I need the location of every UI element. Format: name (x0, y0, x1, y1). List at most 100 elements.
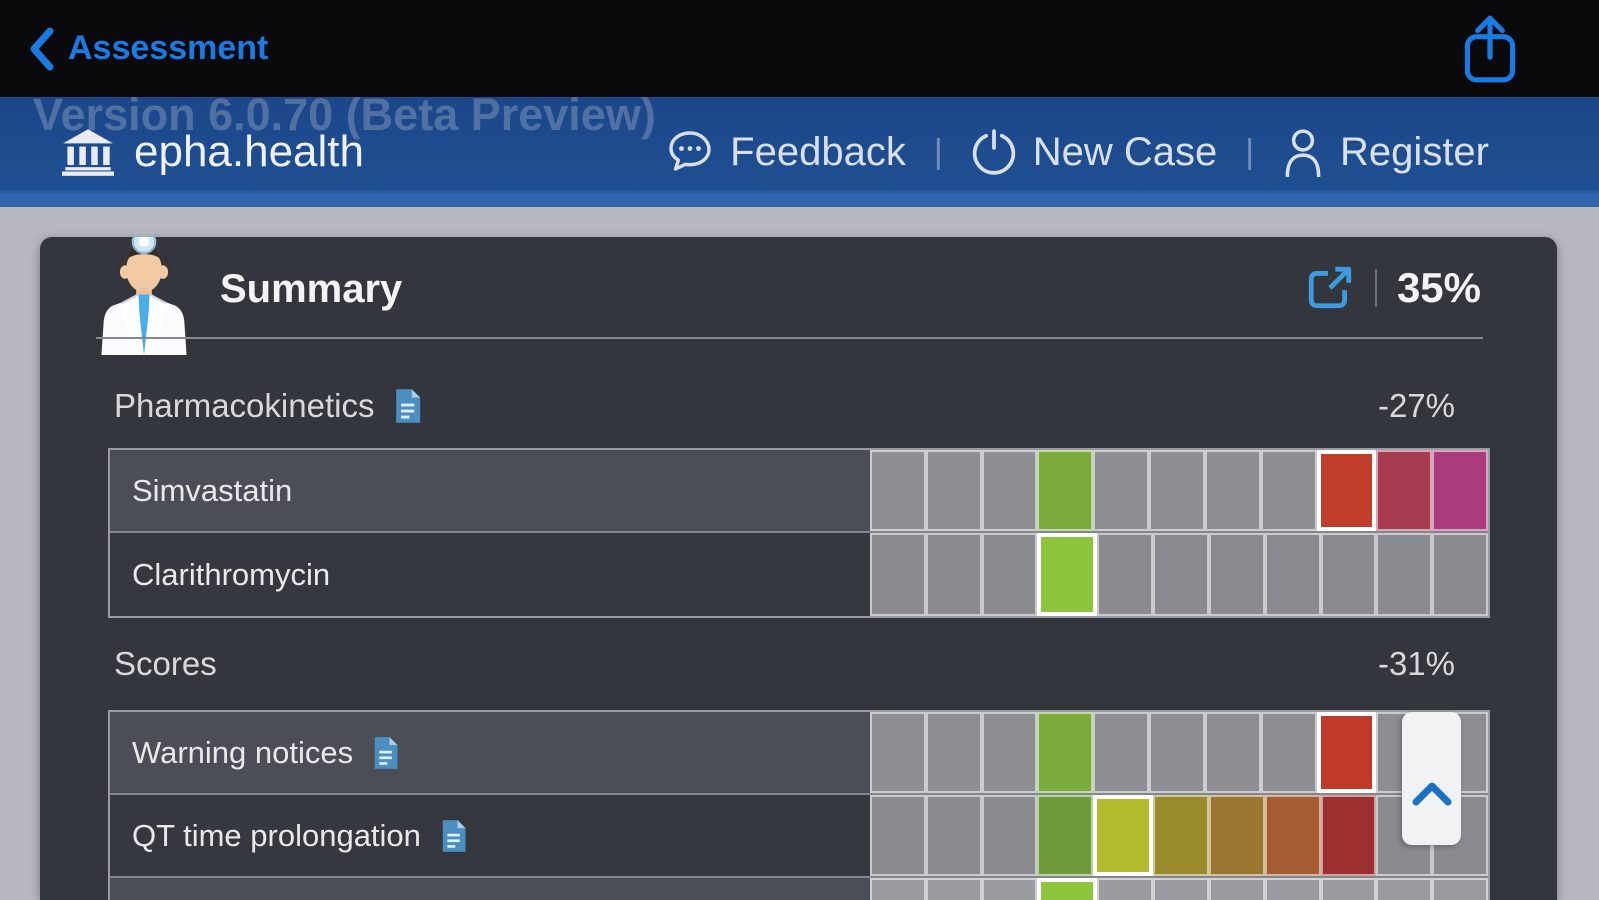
row-label: Simvastatin (132, 472, 293, 508)
grid-cell[interactable] (1264, 795, 1321, 876)
power-icon (971, 129, 1017, 175)
document-icon[interactable] (371, 736, 399, 770)
grid-cell[interactable] (981, 878, 1038, 900)
row-label: QT time prolongation (110, 795, 870, 876)
grid-cell[interactable] (1260, 712, 1317, 793)
nav-label: New Case (1032, 129, 1218, 174)
external-link-icon[interactable] (1305, 263, 1355, 313)
nav-label: Register (1340, 129, 1489, 174)
grid-cell[interactable] (1264, 878, 1321, 900)
row-label: Clarithromycin (132, 556, 331, 592)
scroll-to-top-button[interactable] (1402, 712, 1461, 845)
nav-item-feedback[interactable]: Feedback (666, 128, 906, 176)
app-header: Version 6.0.70 (Beta Preview) epha.healt… (0, 97, 1599, 207)
grid-cell[interactable] (1037, 712, 1094, 793)
grid-cell[interactable] (1097, 533, 1154, 616)
chevron-up-icon (1410, 779, 1454, 807)
grid-cell[interactable] (1037, 878, 1098, 900)
grid-cell[interactable] (1260, 450, 1317, 531)
document-icon[interactable] (392, 388, 422, 424)
grid-cell[interactable] (1093, 450, 1150, 531)
grid-cell[interactable] (981, 795, 1038, 876)
grid-cell[interactable] (1432, 450, 1488, 531)
grid-cell[interactable] (870, 712, 926, 793)
grid-cell[interactable] (1037, 533, 1098, 616)
grid-cell[interactable] (925, 450, 982, 531)
grid-cell[interactable] (1376, 878, 1433, 900)
grid-cell[interactable] (1204, 450, 1261, 531)
grid-cell[interactable] (981, 712, 1038, 793)
grid-cell[interactable] (1208, 795, 1265, 876)
grid-cell[interactable] (925, 878, 982, 900)
grid-cell[interactable] (1093, 712, 1150, 793)
grid-cell[interactable] (925, 533, 982, 616)
grid-cell[interactable] (1204, 712, 1261, 793)
grid-cell[interactable] (870, 533, 926, 616)
grid-cell[interactable] (1316, 450, 1377, 531)
grid-cell[interactable] (1037, 450, 1094, 531)
chevron-left-icon (28, 26, 54, 72)
back-button[interactable]: Assessment (28, 26, 268, 72)
grid-cell[interactable] (1208, 533, 1265, 616)
section-delta: -27% (1377, 387, 1455, 424)
back-label: Assessment (68, 29, 269, 67)
grid-cell[interactable] (1153, 878, 1209, 900)
card-title: Summary (220, 267, 403, 311)
divider (1374, 269, 1377, 307)
grid-cell[interactable] (870, 795, 926, 876)
grid-cell[interactable] (1376, 533, 1433, 616)
row-label: Warning notices (110, 712, 870, 793)
speech-bubble-icon (666, 128, 714, 176)
grid-cell[interactable] (1153, 795, 1209, 876)
table-row[interactable] (110, 878, 1488, 900)
grid-cell[interactable] (925, 712, 982, 793)
grid-cell[interactable] (1320, 878, 1377, 900)
grid-cell[interactable] (1037, 795, 1094, 876)
grid-cell[interactable] (1320, 533, 1377, 616)
grid-cell[interactable] (870, 450, 926, 531)
section-label-scores: Scores (114, 645, 217, 682)
nav-item-new-case[interactable]: New Case (971, 129, 1218, 175)
grid-cell[interactable] (1264, 533, 1321, 616)
table-row[interactable]: Clarithromycin (110, 533, 1488, 616)
grid-cell[interactable] (1376, 450, 1433, 531)
section-delta: -31% (1377, 645, 1455, 682)
person-icon (1282, 127, 1324, 177)
grid-cell[interactable] (1097, 878, 1154, 900)
grid-cell[interactable] (1153, 533, 1209, 616)
header-nav: Feedback | New Case | Register (666, 97, 1489, 207)
bank-icon (62, 128, 114, 176)
table-row[interactable]: QT time prolongation (110, 795, 1488, 878)
share-button[interactable] (1457, 10, 1523, 86)
grid-cell[interactable] (1432, 878, 1488, 900)
grid-cell[interactable] (1149, 450, 1205, 531)
table-row[interactable]: Simvastatin (110, 450, 1488, 533)
summary-card: Summary 35% Pharmacokinetics (40, 237, 1557, 900)
pharmacokinetics-table: Simvastatin Clarithromycin (108, 448, 1490, 618)
grid-cell[interactable] (1320, 795, 1377, 876)
doctor-avatar (88, 237, 200, 355)
divider (96, 337, 1483, 339)
share-icon (1457, 10, 1523, 86)
table-row[interactable]: Warning notices (110, 712, 1488, 795)
nav-label: Feedback (730, 129, 906, 174)
grid-cell[interactable] (981, 450, 1038, 531)
grid-cell[interactable] (981, 533, 1038, 616)
document-icon[interactable] (439, 819, 467, 853)
brand-logo[interactable]: epha.health (62, 97, 364, 207)
grid-cell[interactable] (870, 878, 926, 900)
grid-cell[interactable] (1316, 712, 1377, 793)
grid-cell[interactable] (925, 795, 982, 876)
grid-cell[interactable] (1208, 878, 1265, 900)
nav-item-register[interactable]: Register (1282, 127, 1489, 177)
nav-separator: | (1245, 132, 1255, 171)
grid-cell[interactable] (1149, 712, 1205, 793)
row-label (110, 878, 870, 900)
section-label-pharmacokinetics: Pharmacokinetics (114, 387, 422, 425)
nav-separator: | (933, 132, 943, 171)
grid-cell[interactable] (1432, 533, 1488, 616)
overall-score: 35% (1396, 264, 1481, 311)
grid-cell[interactable] (1093, 795, 1154, 876)
ios-nav-bar: Assessment (0, 0, 1599, 97)
brand-name: epha.health (134, 127, 364, 176)
